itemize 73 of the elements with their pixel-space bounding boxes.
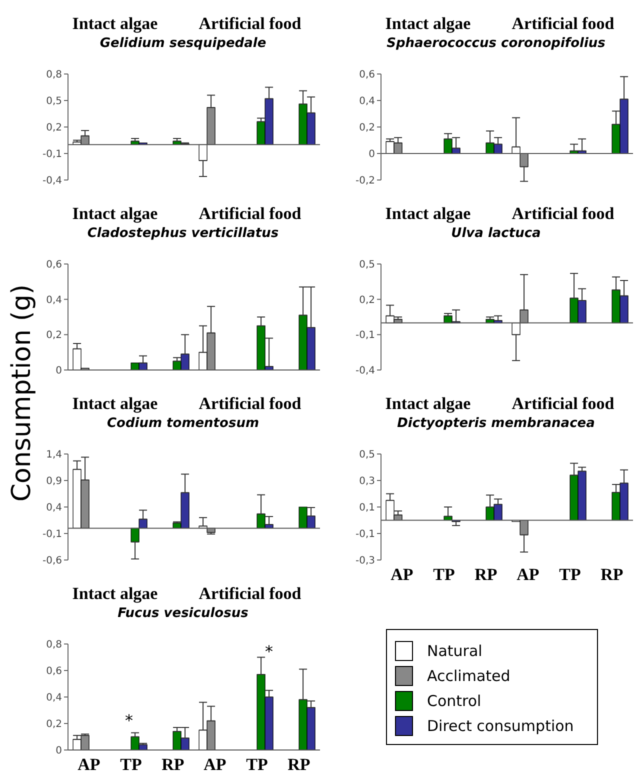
text: Artificial food [198, 14, 302, 34]
y-tick-label: 0,6 [46, 260, 62, 271]
y-tick-label: 0,5 [359, 450, 375, 461]
y-tick-label: 0,6 [46, 666, 62, 678]
y-tick-label: 0,2 [46, 122, 62, 134]
x-tick-label: RP [162, 755, 184, 774]
y-tick-label: 0,9 [46, 476, 62, 488]
y-tick-label: 0 [368, 149, 375, 160]
text: Artificial food [198, 204, 302, 224]
y-tick-label: -0,1 [355, 330, 375, 342]
x-tick-label: AP [516, 565, 540, 584]
text: Intact algae [72, 14, 158, 34]
legend-label: Acclimated [427, 666, 510, 684]
chart-title: Gelidium sesquipedale [98, 36, 268, 53]
y-tick-label: -0,6 [42, 556, 62, 567]
text: Intact algae [385, 14, 471, 34]
y-tick-label: 0,8 [46, 640, 62, 651]
y-tick-label: 1,4 [46, 450, 62, 461]
text: Intact algae [72, 204, 158, 224]
legend-label: Control [427, 692, 482, 710]
text: Artificial food [512, 394, 614, 414]
text: Artificial food [512, 14, 614, 34]
legend-label: Natural [427, 642, 482, 660]
y-tick-label: 0,4 [46, 502, 62, 514]
chart-title: Sphaerococcus coronopifolius [386, 36, 606, 53]
chart-title: Codium tomentosum [106, 416, 259, 431]
y-tick-label: -0,3 [355, 556, 375, 567]
x-tick-label: AP [204, 755, 226, 774]
y-tick-label: 0 [56, 746, 62, 757]
y-axis-title: Consumption (g) [7, 284, 37, 502]
y-tick-label: 0,8 [46, 70, 62, 81]
x-tick-label: TP [246, 755, 268, 774]
text: Artificial food [198, 584, 302, 604]
x-tick-label: AP [78, 755, 100, 774]
x-tick-label: RP [288, 755, 310, 774]
y-tick-label: -0,4 [42, 176, 62, 187]
y-tick-label: 0,2 [46, 330, 62, 342]
chart-title: Ulva lactuca [450, 226, 542, 243]
y-tick-label: 0,1 [359, 502, 375, 514]
y-tick-label: 0,2 [359, 294, 375, 306]
text: Intact algae [385, 394, 471, 414]
x-tick-label: AP [390, 565, 414, 584]
y-tick-label: 0,3 [359, 476, 375, 488]
text: Artificial food [512, 204, 614, 224]
x-tick-label: TP [559, 565, 581, 584]
y-tick-label: 0 [56, 366, 62, 377]
x-tick-label: TP [433, 565, 455, 584]
chart-title: Dictyopteris membranacea [396, 416, 596, 433]
y-tick-label: 0,4 [359, 96, 375, 108]
x-tick-label: TP [120, 755, 142, 774]
y-tick-label: -0,1 [42, 149, 62, 160]
y-tick-label: 0,2 [46, 719, 62, 730]
y-tick-label: -0,2 [355, 176, 375, 187]
text: Intact algae [72, 394, 158, 414]
y-tick-label: 0,5 [46, 96, 62, 108]
text: Artificial food [198, 394, 302, 414]
y-tick-label: -0,1 [42, 529, 62, 540]
chart-title: Fucus vesiculosus [116, 606, 250, 623]
annotation: * [125, 711, 133, 730]
legend-label: Direct consumption [427, 716, 574, 734]
y-tick-label: -0,4 [355, 366, 375, 377]
x-tick-label: RP [474, 565, 498, 584]
y-tick-label: 0,5 [359, 260, 375, 271]
text: Intact algae [385, 204, 471, 224]
annotation: * [265, 642, 273, 661]
text: Intact algae [72, 584, 158, 604]
x-tick-label: RP [600, 565, 624, 584]
chart-title: Cladostephus verticillatus [86, 226, 280, 243]
y-tick-label: 0,6 [359, 70, 375, 81]
y-tick-label: 0,2 [359, 122, 375, 134]
y-tick-label: -0,1 [355, 529, 375, 540]
y-tick-label: 0,4 [46, 692, 62, 704]
y-tick-label: 0,4 [46, 294, 62, 306]
